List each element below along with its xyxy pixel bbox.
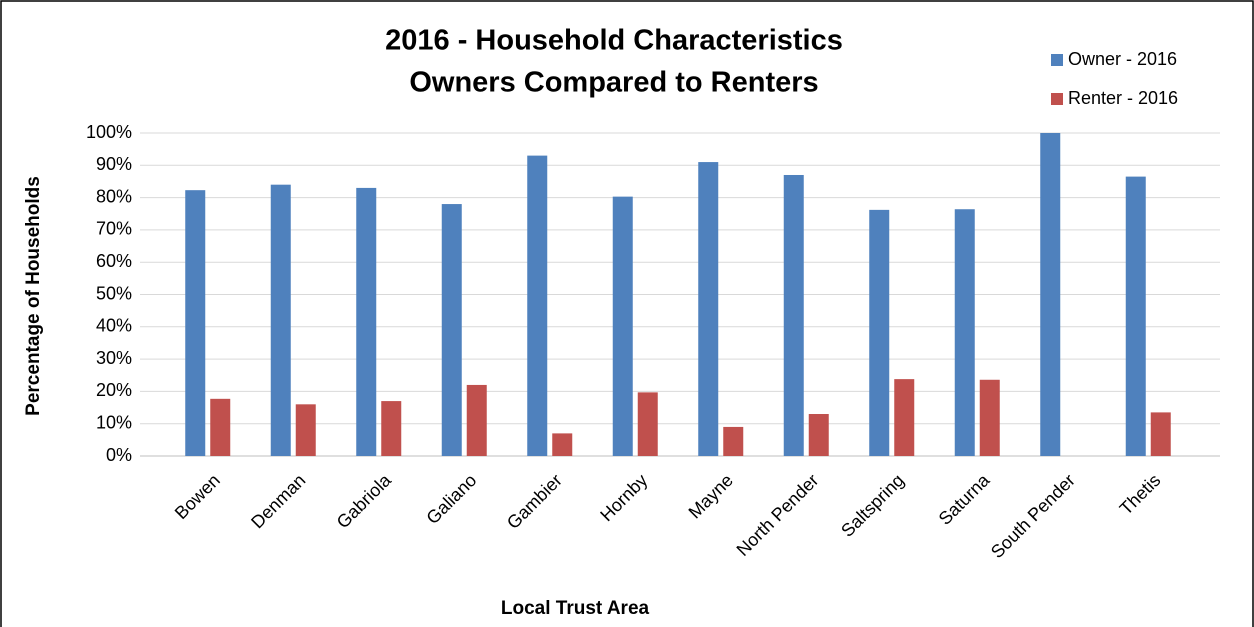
bar xyxy=(356,187,377,456)
y-tick-label: 70% xyxy=(96,219,132,239)
y-tick-label: 50% xyxy=(96,283,132,303)
y-tick-label: 20% xyxy=(96,380,132,400)
bar xyxy=(808,414,829,456)
bar xyxy=(1150,412,1171,456)
bar xyxy=(783,174,804,457)
y-tick-label: 0% xyxy=(106,445,132,465)
bar xyxy=(1125,176,1146,457)
legend-label: Renter - 2016 xyxy=(1068,88,1178,108)
bar xyxy=(295,404,316,456)
y-tick-label: 10% xyxy=(96,412,132,432)
legend-swatch xyxy=(1051,93,1063,105)
y-tick-label: 90% xyxy=(96,154,132,174)
bar xyxy=(466,384,487,456)
bar xyxy=(441,204,462,456)
bar xyxy=(869,209,890,456)
y-tick-label: 60% xyxy=(96,251,132,271)
bar xyxy=(612,196,633,457)
y-tick-label: 30% xyxy=(96,348,132,368)
legend-swatch xyxy=(1051,54,1063,66)
y-tick-label: 40% xyxy=(96,316,132,336)
legend-label: Owner - 2016 xyxy=(1068,49,1177,69)
bar xyxy=(1040,133,1061,456)
x-axis-label: Local Trust Area xyxy=(501,598,650,619)
y-axis-label: Percentage of Households xyxy=(23,176,44,416)
bar xyxy=(527,155,548,457)
bar xyxy=(270,184,291,456)
chart-title: 2016 - Household Characteristics xyxy=(385,25,843,57)
bar xyxy=(552,433,573,456)
y-tick-label: 80% xyxy=(96,186,132,206)
bar xyxy=(894,379,915,456)
chart-subtitle: Owners Compared to Renters xyxy=(409,67,818,99)
bar xyxy=(723,426,744,456)
bar xyxy=(954,209,975,456)
bar xyxy=(698,162,719,456)
y-tick-label: 100% xyxy=(86,122,132,142)
bar xyxy=(210,398,231,456)
bar xyxy=(381,401,402,456)
bar xyxy=(637,392,658,456)
bar xyxy=(979,379,1000,456)
bar xyxy=(185,190,206,456)
